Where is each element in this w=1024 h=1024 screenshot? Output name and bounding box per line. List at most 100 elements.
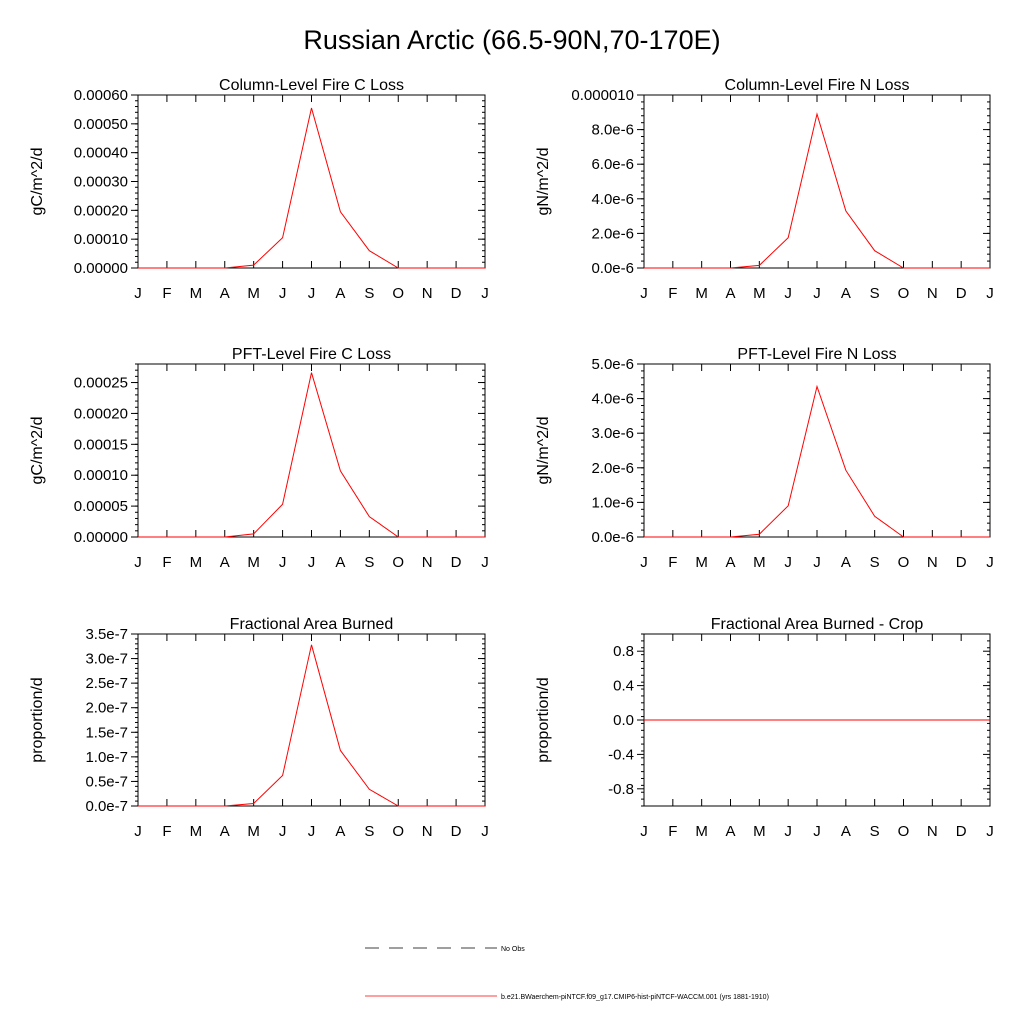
y-tick-label: 0.00000 <box>74 529 128 546</box>
x-tick-label: F <box>162 823 171 840</box>
x-tick-label: J <box>813 285 821 302</box>
y-axis-label: gC/m^2/d <box>29 417 46 485</box>
y-tick-label: 0.00015 <box>74 436 128 453</box>
x-tick-label: M <box>695 285 708 302</box>
x-tick-label: S <box>364 823 374 840</box>
x-tick-label: A <box>335 285 345 302</box>
y-tick-label: 1.0e-7 <box>85 749 128 766</box>
y-tick-label: 0.0e-6 <box>591 529 634 546</box>
x-tick-label: M <box>695 554 708 571</box>
x-tick-label: D <box>451 823 462 840</box>
y-tick-label: 3.0e-7 <box>85 651 128 668</box>
y-tick-label: 0.5e-7 <box>85 773 128 790</box>
plot-frame <box>137 363 486 538</box>
x-tick-label: O <box>898 285 910 302</box>
x-tick-label: M <box>247 554 260 571</box>
y-tick-label: 0.00010 <box>74 231 128 248</box>
x-tick-label: O <box>898 823 910 840</box>
plot-frame <box>643 363 991 538</box>
x-tick-label: J <box>986 285 994 302</box>
y-tick-label: 0.00020 <box>74 202 128 219</box>
y-tick-label: 0.000010 <box>571 87 634 104</box>
x-tick-label: A <box>725 554 735 571</box>
main-title: Russian Arctic (66.5-90N,70-170E) <box>303 25 720 55</box>
x-tick-label: M <box>753 554 766 571</box>
y-axis-label: proportion/d <box>535 677 552 762</box>
y-tick-label: 0.0e-7 <box>85 798 128 815</box>
y-tick-label: 0.00025 <box>74 375 128 392</box>
x-tick-label: F <box>162 554 171 571</box>
x-tick-label: A <box>841 285 851 302</box>
y-tick-label: -0.4 <box>608 746 634 763</box>
x-tick-label: O <box>392 554 404 571</box>
y-tick-label: 4.0e-6 <box>591 191 634 208</box>
x-tick-label: A <box>220 554 230 571</box>
x-tick-label: J <box>481 285 489 302</box>
y-tick-label: 2.0e-6 <box>591 460 634 477</box>
x-tick-label: J <box>784 823 792 840</box>
x-tick-label: O <box>392 285 404 302</box>
x-tick-label: N <box>927 554 938 571</box>
y-tick-label: 2.0e-7 <box>85 700 128 717</box>
x-tick-label: J <box>279 554 287 571</box>
panel-title: Column-Level Fire N Loss <box>725 77 910 94</box>
x-tick-label: J <box>813 823 821 840</box>
x-tick-label: J <box>640 285 648 302</box>
y-tick-label: 0.00060 <box>74 87 128 104</box>
x-tick-label: M <box>247 285 260 302</box>
y-tick-label: 0.00030 <box>74 174 128 191</box>
x-tick-label: J <box>481 554 489 571</box>
y-tick-label: 0.00050 <box>74 116 128 133</box>
y-tick-label: -0.8 <box>608 781 634 798</box>
x-tick-label: D <box>956 823 967 840</box>
x-tick-label: A <box>725 823 735 840</box>
x-tick-label: S <box>364 554 374 571</box>
x-tick-label: A <box>335 823 345 840</box>
y-tick-label: 4.0e-6 <box>591 391 634 408</box>
y-tick-label: 0.00040 <box>74 145 128 162</box>
panel-title: Fractional Area Burned <box>230 616 394 633</box>
series-line <box>138 372 485 538</box>
series-line <box>138 644 485 807</box>
x-tick-label: J <box>279 285 287 302</box>
x-tick-label: N <box>927 823 938 840</box>
x-tick-label: N <box>422 554 433 571</box>
y-tick-label: 3.5e-7 <box>85 626 128 643</box>
legend-label-obs: No Obs <box>501 946 525 953</box>
y-axis-label: gN/m^2/d <box>535 148 552 216</box>
y-tick-label: 0.00000 <box>74 260 128 277</box>
x-tick-label: J <box>134 554 142 571</box>
x-tick-label: J <box>134 285 142 302</box>
plot-frame <box>643 94 991 269</box>
y-tick-label: 0.00005 <box>74 498 128 515</box>
y-axis-label: proportion/d <box>29 677 46 762</box>
x-tick-label: J <box>986 554 994 571</box>
x-tick-label: F <box>668 285 677 302</box>
x-tick-label: A <box>220 823 230 840</box>
y-tick-label: 2.0e-6 <box>591 225 634 242</box>
x-tick-label: J <box>481 823 489 840</box>
x-tick-label: M <box>247 823 260 840</box>
y-tick-label: 3.0e-6 <box>591 425 634 442</box>
panel-title: PFT-Level Fire N Loss <box>737 346 896 363</box>
y-tick-label: 0.0e-6 <box>591 260 634 277</box>
x-tick-label: A <box>335 554 345 571</box>
x-tick-label: M <box>753 285 766 302</box>
x-tick-label: A <box>841 823 851 840</box>
x-tick-label: N <box>422 285 433 302</box>
y-tick-label: 2.5e-7 <box>85 675 128 692</box>
y-tick-label: 0.00010 <box>74 467 128 484</box>
panel-title: Column-Level Fire C Loss <box>219 77 404 94</box>
x-tick-label: F <box>668 554 677 571</box>
x-tick-label: N <box>422 823 433 840</box>
x-tick-label: J <box>134 823 142 840</box>
x-tick-label: S <box>870 554 880 571</box>
plot-frame <box>137 633 486 807</box>
